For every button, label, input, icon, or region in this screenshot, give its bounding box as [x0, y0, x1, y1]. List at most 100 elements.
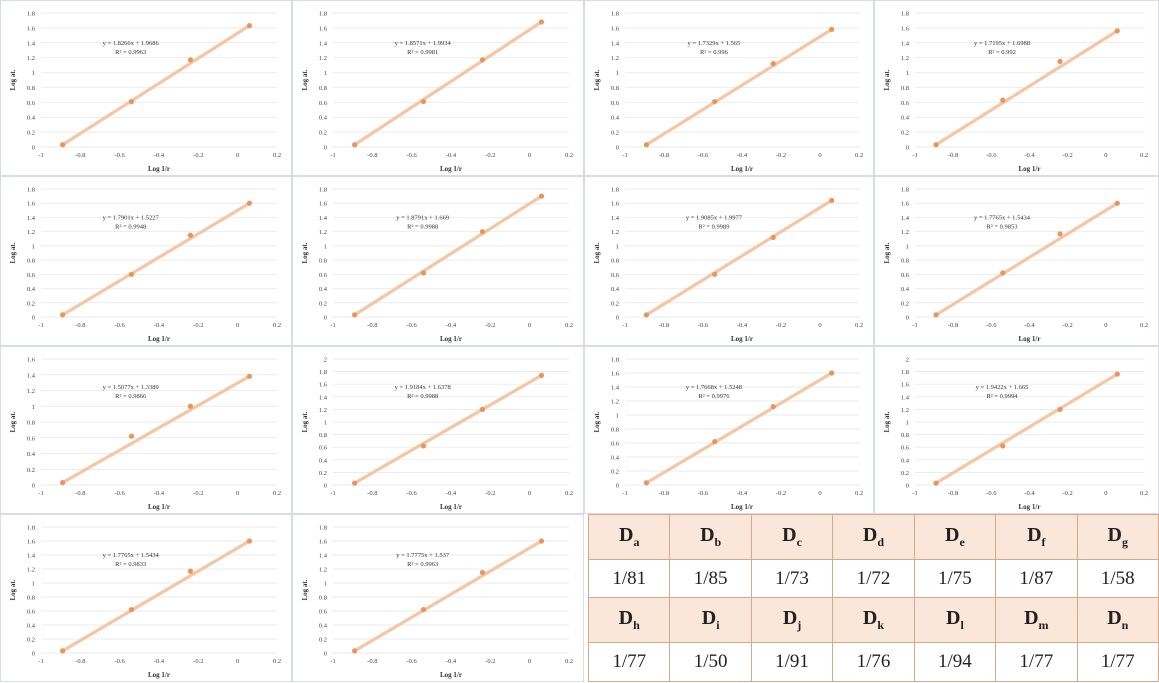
x-tick-label: -0.6: [407, 152, 418, 159]
trendline: [353, 194, 544, 317]
y-tick-label: 0.6: [901, 100, 910, 107]
table-header-cell: Df: [995, 514, 1078, 560]
y-tick-label: 0.6: [319, 100, 328, 107]
chart-plot: 1.81.61.41.210.80.60.40.20-1 -0.8 -0.6 -0.4…: [301, 187, 573, 344]
y-tick-label: 1.2: [901, 229, 909, 236]
x-tick-label: -0.8: [659, 152, 669, 159]
x-tick-label: -0.2: [1063, 322, 1073, 329]
y-tick-label: 1.8: [27, 11, 35, 18]
y-tick-label: 1.2: [611, 55, 619, 62]
y-tick-label: 0.4: [27, 286, 36, 293]
trendline-equation: y = 1.9422x + 1.665: [976, 384, 1029, 391]
data-point: [712, 98, 718, 105]
chart-plot: 1.61.41.210.80.60.40.20-1 -0.8 -0.6 -0.4 -0.…: [9, 357, 281, 512]
y-tick-label: 0.6: [27, 272, 36, 279]
y-tick-label: 0.8: [901, 258, 909, 265]
y-tick-label: 1.6: [319, 382, 328, 389]
x-tick-label: -0.8: [367, 322, 377, 329]
y-tick-label: 1: [32, 581, 35, 588]
y-tick-label: 1.2: [901, 55, 909, 62]
x-tick-label: -1: [38, 658, 43, 665]
trendline-equation: y = 1.7765x + 1.5434: [974, 215, 1031, 222]
x-axis-label: Log 1/r: [440, 671, 462, 679]
x-tick-label: 0.2: [565, 490, 573, 497]
x-tick-label: 0.2: [855, 490, 863, 497]
x-tick-label: -1: [912, 152, 917, 159]
r-squared-label: R² = 0.9963: [407, 561, 438, 568]
data-point: [643, 142, 650, 148]
trendline-equation: y = 1.8791x + 1.669: [396, 215, 449, 222]
y-tick-label: 1.8: [901, 187, 909, 194]
x-tick-label: -0.6: [986, 152, 997, 159]
table-header-cell: Dk: [832, 597, 915, 644]
data-point: [829, 197, 835, 203]
y-axis-label: Log at.: [883, 69, 891, 90]
x-tick-label: -0.8: [75, 490, 85, 497]
y-tick-label: 0: [616, 145, 619, 152]
r-squared-label: R² = 0.9976: [698, 393, 730, 400]
trendline-equation: y = 1.7775x + 1.537: [396, 552, 450, 559]
r-squared-label: R² = 0.992: [988, 49, 1016, 56]
table-value-cell: 1/75: [913, 558, 997, 599]
x-tick-label: 0: [528, 322, 531, 329]
y-tick-label: 0: [906, 315, 909, 322]
x-tick-label: -0.6: [115, 658, 126, 665]
chart-plot: 1.81.61.41.210.80.60.40.20-1 -0.8 -0.6 -0.4…: [301, 11, 573, 174]
data-point: [643, 480, 650, 486]
x-tick-label: 0.2: [1140, 322, 1148, 329]
data-point: [933, 480, 939, 486]
table-value-cell: 1/50: [669, 642, 752, 682]
y-tick-label: 1.2: [611, 229, 619, 236]
trendline: [934, 372, 1119, 485]
y-tick-label: 0.2: [611, 469, 619, 476]
data-point: [187, 568, 194, 574]
trendline: [644, 27, 834, 147]
x-tick-label: -1: [622, 490, 627, 497]
x-tick-label: 0.2: [855, 322, 863, 329]
data-point: [479, 229, 486, 235]
chart-panel: 1.8 1.6 1.4 1.2 1 0.8 0.6 0.4 0.2 0 -1 -0.8 -0.6 -0.4…: [292, 176, 584, 346]
trendline-equation: y = 1.5077x + 1.3389: [103, 384, 159, 391]
y-tick-label: 0.8: [319, 258, 327, 265]
table-header-cell: Dh: [587, 597, 671, 644]
y-tick-label: 1.8: [901, 11, 909, 18]
x-tick-label: -0.2: [193, 490, 203, 497]
data-point: [712, 439, 718, 445]
data-point: [352, 142, 358, 148]
table-header-cell: De: [913, 514, 997, 560]
y-tick-label: 0: [32, 483, 35, 490]
y-tick-label: 1: [324, 420, 327, 427]
data-point: [479, 57, 486, 63]
trendline: [644, 198, 834, 317]
y-tick-label: 1.4: [611, 385, 620, 392]
d-values-table: Da Db Dc Dd De Df Dg 1/81 1/85 1/73 1/72…: [587, 514, 1159, 682]
chart-plot: 1.81.61.41.210.80.60.40.20-1 -0.8 -0.6 -0.4…: [883, 187, 1148, 344]
x-tick-label: -1: [38, 490, 43, 497]
trendline: [61, 201, 252, 317]
data-point: [187, 232, 194, 238]
x-tick-label: -0.8: [367, 658, 377, 665]
y-tick-label: 1.6: [611, 371, 620, 378]
data-point: [933, 142, 939, 148]
data-point: [538, 193, 545, 199]
y-tick-label: 1.4: [27, 215, 36, 222]
data-point: [60, 142, 66, 148]
trendline-equation: y = 1.8266x + 1.9686: [103, 40, 160, 47]
data-point: [770, 234, 776, 240]
y-tick-label: 0.8: [611, 85, 619, 92]
y-tick-label: 0: [616, 483, 619, 490]
y-tick-label: 1.8: [319, 11, 327, 18]
x-tick-label: -0.6: [407, 490, 418, 497]
trendline-equation: y = 1.8571x + 1.9934: [395, 40, 452, 47]
y-tick-label: 1.2: [901, 407, 909, 414]
y-tick-label: 1.8: [319, 187, 327, 194]
x-tick-label: -0.4: [154, 490, 165, 497]
data-point: [829, 26, 835, 32]
chart-plot: 1.81.61.41.210.80.60.40.20-1 -0.8 -0.6 -0.4…: [593, 187, 863, 344]
y-tick-label: 0.8: [319, 595, 327, 602]
x-tick-label: -0.2: [193, 322, 203, 329]
x-tick-label: -1: [622, 322, 627, 329]
y-axis-label: Log at.: [593, 69, 601, 90]
table-value-row: 1/77 1/50 1/91 1/76 1/94 1/77 1/77: [587, 642, 1159, 682]
